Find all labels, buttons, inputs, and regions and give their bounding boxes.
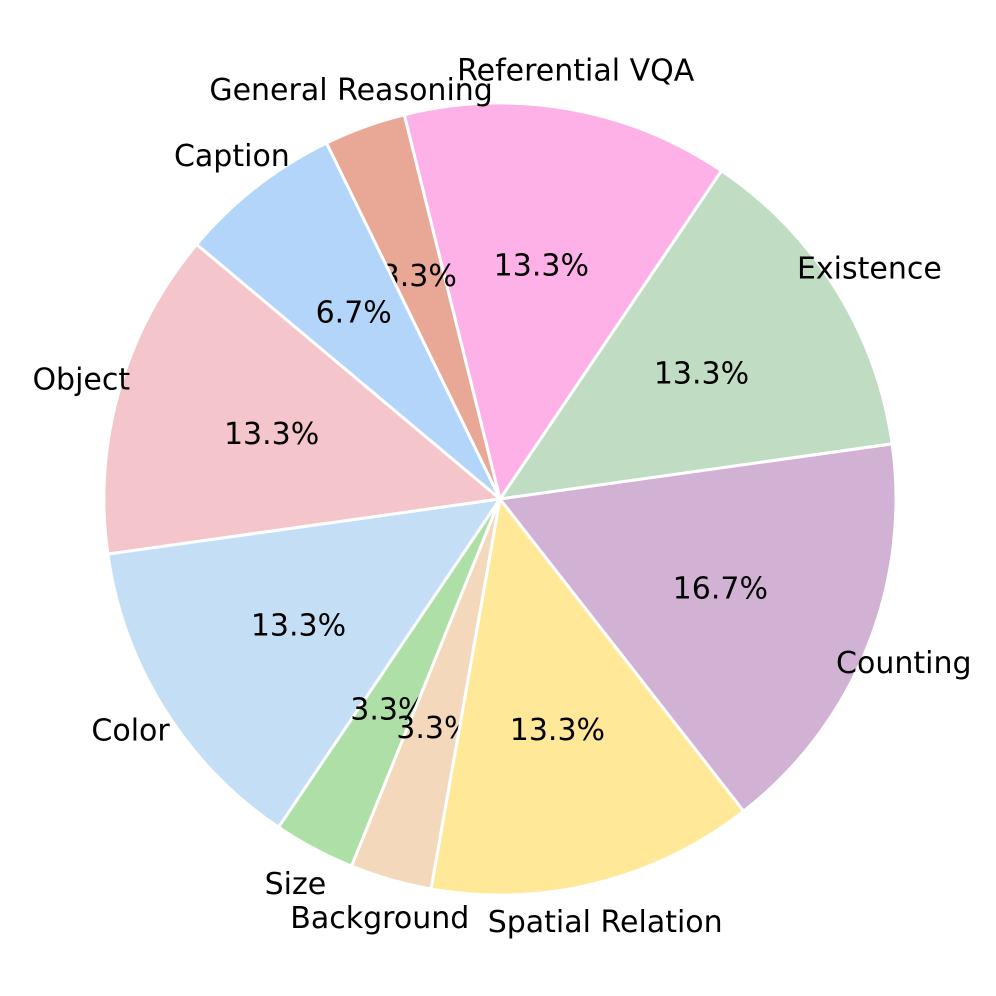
slice-label-caption: Caption <box>174 139 290 174</box>
slice-label-referential-vqa: Referential VQA <box>457 54 695 89</box>
pie-slice-referential-vqa <box>402 101 723 501</box>
slice-label-existence: Existence <box>797 252 942 287</box>
slice-pct-object: 13.3% <box>224 417 319 452</box>
slice-pct-counting: 16.7% <box>673 572 768 607</box>
pie-slice-object <box>102 242 502 556</box>
pie-slice-color <box>106 497 502 829</box>
slice-label-background: Background <box>290 901 469 936</box>
slice-label-object: Object <box>32 362 130 397</box>
slice-pct-existence: 13.3% <box>654 357 749 392</box>
slice-label-color: Color <box>91 713 170 748</box>
slice-pct-referential-vqa: 13.3% <box>494 249 589 284</box>
slice-label-general-reasoning: General Reasoning <box>209 73 493 108</box>
pie-slice-counting <box>498 442 898 813</box>
slice-pct-caption: 6.7% <box>316 295 392 330</box>
pie-slice-spatial-relation <box>429 497 746 897</box>
slice-pct-color: 13.3% <box>251 608 346 643</box>
slice-pct-spatial-relation: 13.3% <box>510 713 605 748</box>
pie-slice-caption <box>195 141 502 501</box>
slice-label-spatial-relation: Spatial Relation <box>488 905 723 940</box>
pie-slice-existence <box>498 169 894 501</box>
slice-label-size: Size <box>265 867 327 902</box>
slice-label-counting: Counting <box>836 646 971 681</box>
